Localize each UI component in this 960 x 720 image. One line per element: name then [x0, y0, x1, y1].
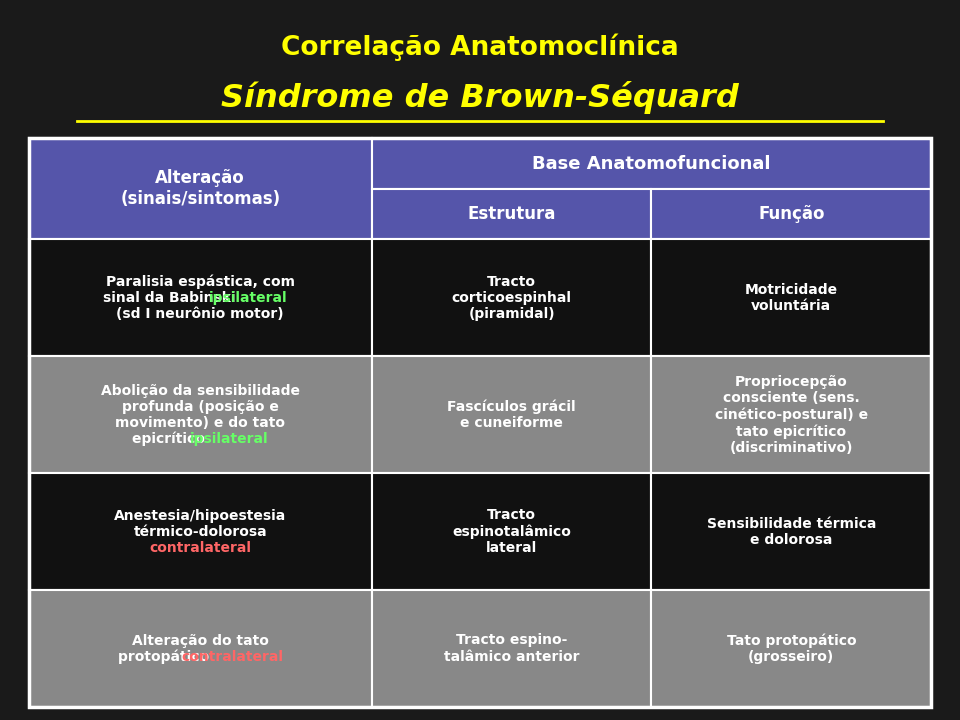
Text: Tracto espino-
talâmico anterior: Tracto espino- talâmico anterior [444, 634, 579, 664]
Text: Propriocepção
consciente (sens.
cinético-postural) e
tato epicrítico
(discrimina: Propriocepção consciente (sens. cinético… [715, 375, 868, 455]
Text: Sensibilidade térmica
e dolorosa: Sensibilidade térmica e dolorosa [707, 517, 876, 546]
Bar [652, 356, 931, 473]
Bar [652, 189, 931, 240]
Bar [652, 473, 931, 590]
Text: Alteração do tato: Alteração do tato [132, 634, 269, 648]
Text: (sd I neurônio motor): (sd I neurônio motor) [116, 307, 284, 321]
Bar [652, 590, 931, 707]
Text: térmico-dolorosa: térmico-dolorosa [133, 525, 267, 539]
Text: Base Anatomofuncional: Base Anatomofuncional [532, 155, 771, 173]
Text: Tato protopático
(grosseiro): Tato protopático (grosseiro) [727, 634, 856, 664]
Text: Tracto
espinotalâmico
lateral: Tracto espinotalâmico lateral [452, 508, 571, 555]
Bar [29, 240, 372, 356]
Text: epicrítico: epicrítico [132, 431, 210, 446]
Text: Correlação Anatomoclínica: Correlação Anatomoclínica [281, 33, 679, 60]
Bar [29, 356, 372, 473]
Bar [372, 356, 652, 473]
Bar [652, 240, 931, 356]
Text: Fascículos grácil
e cuneiforme: Fascículos grácil e cuneiforme [447, 400, 576, 430]
Bar [29, 138, 931, 707]
Bar [372, 473, 652, 590]
Bar [372, 189, 652, 240]
Text: Tracto
corticoespinhal
(piramidal): Tracto corticoespinhal (piramidal) [451, 275, 571, 321]
Text: movimento) e do tato: movimento) e do tato [115, 415, 285, 430]
Text: Anestesia/hipoestesia: Anestesia/hipoestesia [114, 509, 286, 523]
Bar [372, 590, 652, 707]
Bar [372, 240, 652, 356]
Text: protopático: protopático [118, 649, 214, 664]
Bar [372, 138, 931, 189]
Bar [29, 590, 372, 707]
Text: Síndrome de Brown-Séquard: Síndrome de Brown-Séquard [221, 81, 739, 114]
Text: Função: Função [758, 205, 825, 223]
Text: contralateral: contralateral [149, 541, 252, 554]
Text: ipsilateral: ipsilateral [190, 431, 269, 446]
Text: Abolição da sensibilidade: Abolição da sensibilidade [101, 384, 300, 398]
Text: sinal da Babinski: sinal da Babinski [103, 291, 240, 305]
Text: profunda (posição e: profunda (posição e [122, 400, 278, 414]
Text: Alteração
(sinais/sintomas): Alteração (sinais/sintomas) [120, 169, 280, 208]
Text: Estrutura: Estrutura [468, 205, 556, 223]
Text: Motricidade
voluntária: Motricidade voluntária [745, 283, 838, 313]
Text: contralateral: contralateral [180, 649, 283, 664]
Text: Paralisia espástica, com: Paralisia espástica, com [106, 275, 295, 289]
Text: ipsilateral: ipsilateral [208, 291, 287, 305]
Bar [29, 138, 372, 240]
Bar [29, 473, 372, 590]
